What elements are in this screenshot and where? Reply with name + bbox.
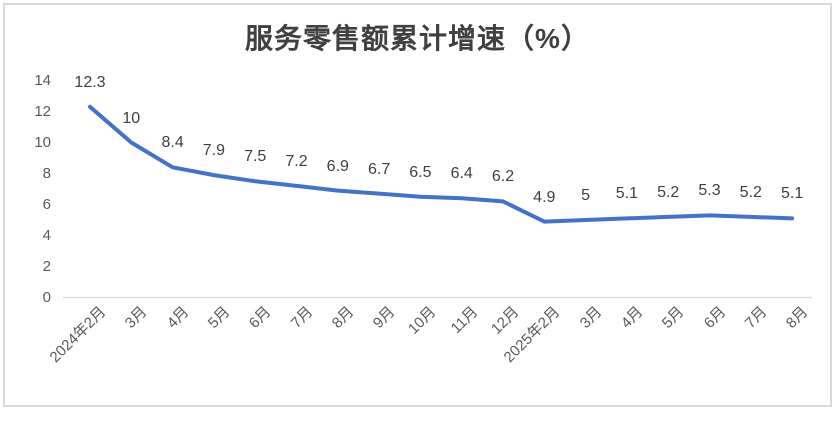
series-line: [88, 104, 795, 224]
y-axis-tick-label: 2: [42, 257, 51, 275]
y-axis-tick-label: 10: [34, 133, 51, 151]
data-label: 6.4: [450, 165, 473, 183]
data-label: 5.1: [780, 185, 804, 203]
chart-frame: 服务零售额累计增速（%）: [3, 3, 832, 407]
data-label: 5.1: [615, 185, 639, 203]
data-label: 4.9: [533, 188, 556, 206]
data-label: 8.4: [161, 134, 184, 152]
data-label: 5.2: [657, 183, 680, 201]
chart-title: 服务零售额累计增速（%）: [245, 23, 590, 54]
data-label: 7.5: [244, 148, 267, 166]
data-label: 6.2: [491, 168, 515, 186]
y-axis-tick-label: 14: [34, 71, 51, 89]
data-label: 7.9: [202, 142, 226, 160]
data-label: 6.5: [409, 163, 432, 181]
data-label: 5.2: [739, 183, 762, 201]
y-axis-tick-label: 8: [42, 164, 51, 182]
data-label: 5.3: [698, 182, 721, 200]
data-label: 12.3: [74, 73, 106, 91]
y-axis-tick-label: 6: [42, 195, 51, 213]
data-label: 6.9: [326, 157, 349, 175]
data-label: 6.7: [367, 160, 391, 178]
y-axis-tick-label: 4: [42, 226, 51, 244]
y-axis-tick-label: 12: [34, 102, 51, 120]
data-label: 5: [581, 187, 591, 204]
y-axis-tick-label: 0: [42, 288, 51, 306]
data-label: 7.2: [285, 152, 308, 170]
data-label: 10: [122, 109, 141, 127]
